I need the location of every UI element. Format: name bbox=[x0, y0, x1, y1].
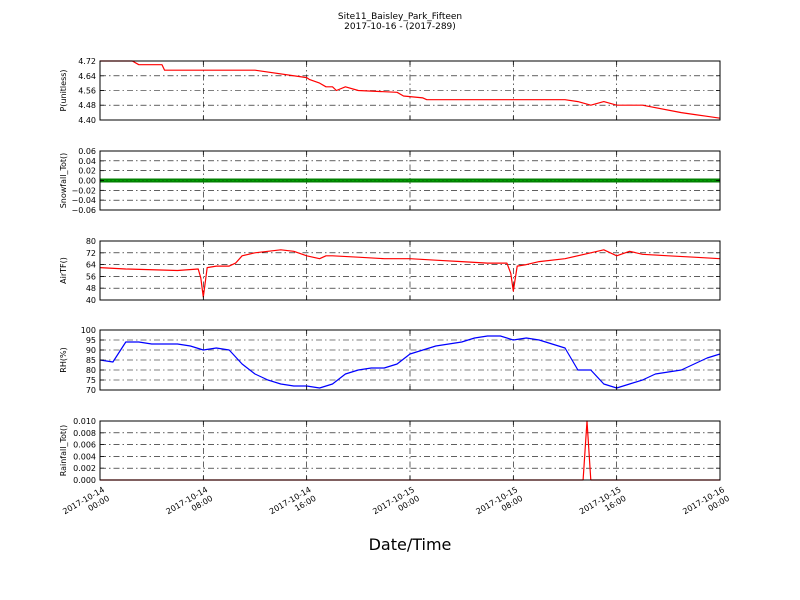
y-axis-label: Snowfall_Tot() bbox=[59, 153, 68, 209]
y-tick-label: 95 bbox=[86, 336, 96, 345]
y-tick-label: −0.04 bbox=[71, 196, 96, 205]
y-tick-label: 56 bbox=[86, 272, 96, 281]
y-tick-label: 80 bbox=[86, 237, 96, 246]
y-tick-label: 0.06 bbox=[78, 147, 96, 156]
y-tick-label: 48 bbox=[86, 284, 96, 293]
y-tick-label: 80 bbox=[86, 366, 96, 375]
series-line bbox=[100, 60, 721, 119]
y-axis-label: P(unitless) bbox=[59, 69, 68, 111]
panel-1: 4.40 4.48 4.56 4.64 4.72 P(unitless) bbox=[59, 57, 721, 125]
y-tick-label: 75 bbox=[86, 376, 96, 385]
y-tick-label: −0.06 bbox=[71, 206, 96, 215]
panel-5: 0.000 0.002 0.004 0.006 0.008 0.010 Rainfall_T… bbox=[59, 417, 721, 485]
y-tick-label: 72 bbox=[86, 249, 96, 258]
y-tick-label: 4.72 bbox=[78, 57, 96, 66]
y-tick-label: 0.010 bbox=[73, 417, 96, 426]
y-tick-label: 70 bbox=[86, 386, 96, 395]
y-tick-label: 40 bbox=[86, 296, 96, 305]
y-tick-label: 4.56 bbox=[78, 87, 96, 96]
y-tick-label: 90 bbox=[86, 346, 96, 355]
x-axis-label: Date/Time bbox=[369, 535, 452, 554]
y-tick-label: 0.02 bbox=[78, 167, 96, 176]
panel-2: −0.06−0.04−0.020.000.020.040.06 Snowfall_… bbox=[59, 147, 721, 215]
y-tick-label: 64 bbox=[86, 261, 96, 270]
y-tick-label: 4.40 bbox=[78, 116, 96, 125]
y-tick-label: 0.00 bbox=[78, 177, 96, 186]
y-axis-label: AirTF() bbox=[59, 257, 68, 284]
y-tick-label: 4.48 bbox=[78, 101, 96, 110]
y-tick-label: 0.000 bbox=[73, 476, 96, 485]
y-tick-label: 0.006 bbox=[73, 441, 96, 450]
y-tick-label: 0.002 bbox=[73, 464, 96, 473]
y-axis-label: RH(%) bbox=[59, 347, 68, 372]
y-tick-label: 0.04 bbox=[78, 157, 96, 166]
figure-title: Site11_Baisley_Park_Fifteen bbox=[338, 12, 462, 22]
series-line bbox=[99, 249, 721, 298]
y-tick-label: 100 bbox=[81, 326, 96, 335]
panel-3: 40 48 56 64 72 80 AirTF() bbox=[59, 237, 721, 305]
y-tick-label: 4.64 bbox=[78, 72, 96, 81]
y-axis-label: Rainfall_Tot() bbox=[59, 425, 68, 477]
y-tick-label: −0.02 bbox=[71, 186, 96, 195]
figure-subtitle: 2017-10-16 - (2017-289) bbox=[344, 22, 456, 32]
y-tick-label: 85 bbox=[86, 356, 96, 365]
panels: 4.404.484.564.644.72P(unitless)−0.06−0.0… bbox=[59, 57, 721, 485]
y-tick-label: 0.008 bbox=[73, 429, 96, 438]
y-tick-label: 0.004 bbox=[73, 452, 96, 461]
